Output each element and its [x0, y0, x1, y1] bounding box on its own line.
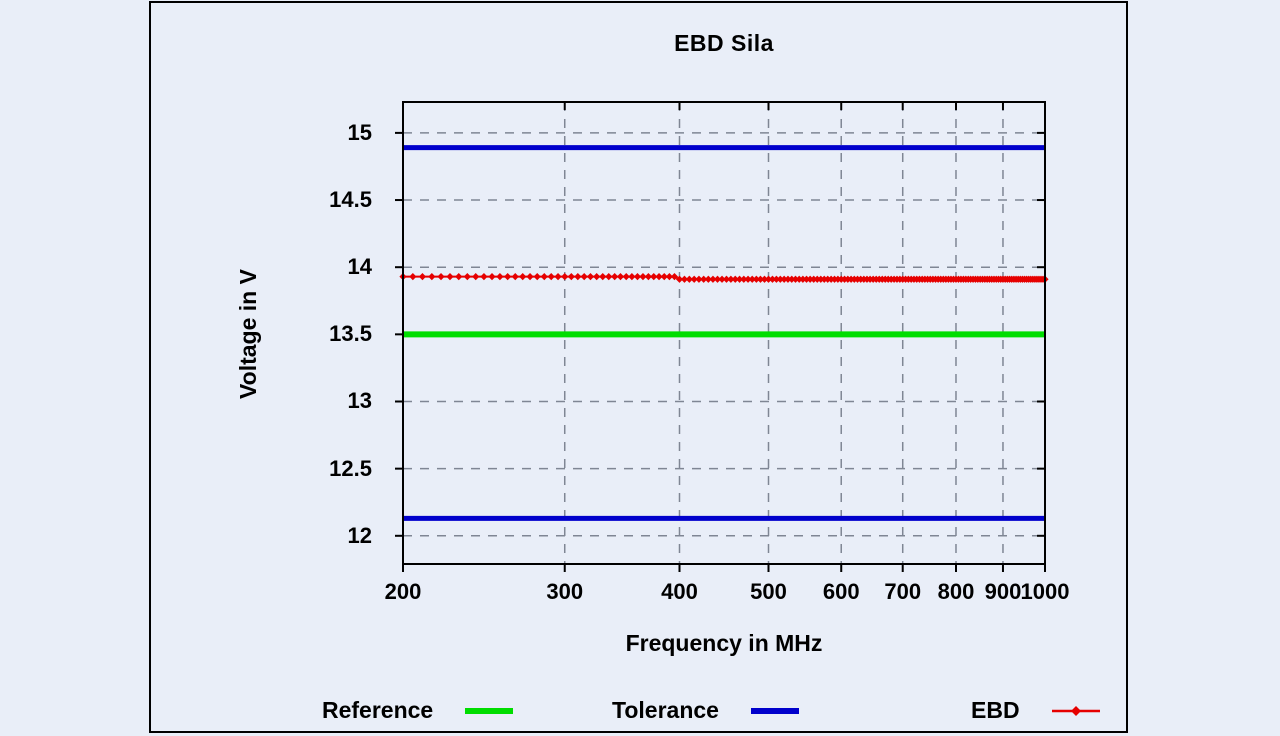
x-tick-label: 1000	[1020, 579, 1070, 604]
x-tick-label: 800	[937, 579, 975, 604]
y-tick-label: 13.5	[329, 321, 372, 347]
chart-canvas-frame	[149, 1, 1128, 733]
y-tick-label: 14	[347, 254, 372, 280]
x-tick-label: 900	[984, 579, 1022, 604]
y-axis-title: Voltage in V	[235, 269, 261, 399]
x-axis-title: Frequency in MHz	[625, 630, 823, 656]
x-tick-label: 200	[384, 579, 422, 604]
chart-title: EBD Sila	[674, 30, 774, 56]
x-tick-label: 300	[546, 579, 584, 604]
legend-sample-ebd-marker-icon	[1051, 699, 1100, 723]
x-tick-label: 400	[661, 579, 698, 604]
legend-label-reference: Reference	[322, 697, 434, 723]
x-tick-label: 500	[750, 579, 787, 604]
legend-label-tolerance: Tolerance	[612, 697, 719, 723]
y-tick-label: 14.5	[329, 187, 372, 213]
x-tick-label: 700	[884, 579, 922, 604]
x-tick-label: 600	[822, 579, 860, 604]
legend-item-reference: Reference	[322, 697, 514, 724]
y-tick-label: 13	[347, 388, 372, 414]
plot-area	[395, 101, 1049, 572]
legend-item-tolerance: Tolerance	[612, 697, 799, 724]
y-tick-label: 12.5	[329, 455, 372, 481]
y-tick-label: 15	[347, 119, 372, 145]
y-tick-label: 12	[347, 522, 372, 548]
legend-sample-tolerance-line-icon	[750, 699, 799, 723]
legend-sample-reference-line-icon	[465, 699, 514, 723]
legend-item-ebd: EBD	[971, 697, 1100, 724]
legend-label-ebd: EBD	[971, 697, 1020, 723]
